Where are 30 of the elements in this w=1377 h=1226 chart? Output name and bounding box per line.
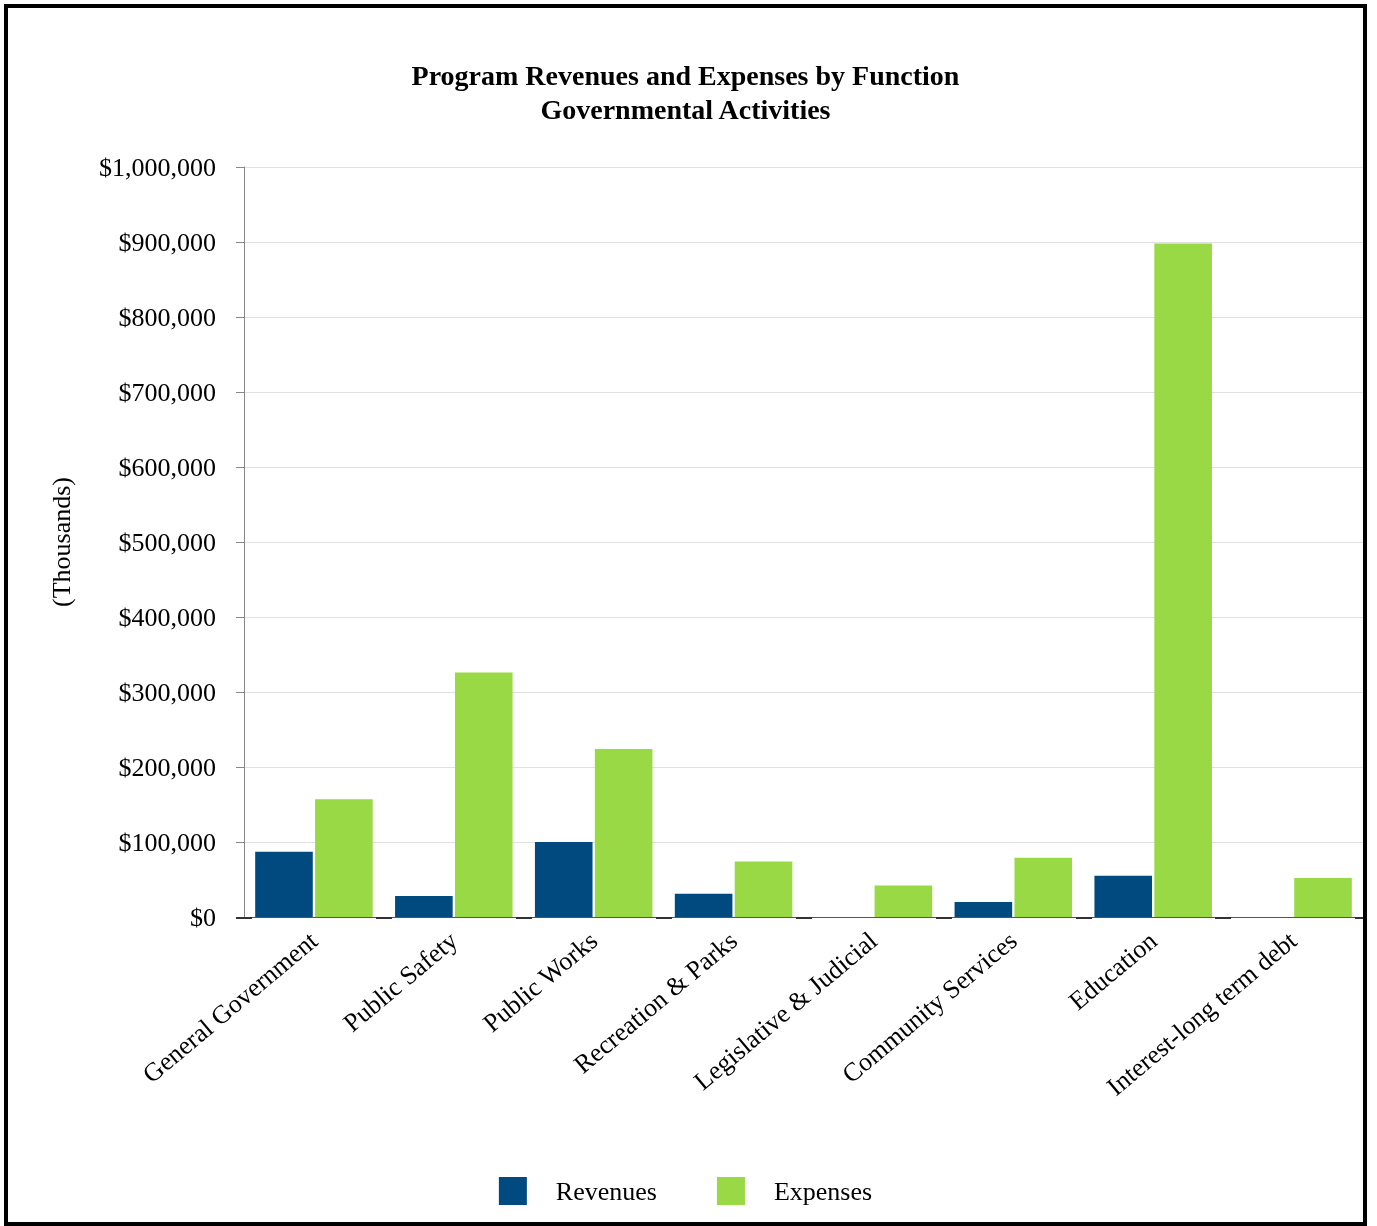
y-tick-label: $200,000	[118, 752, 216, 782]
bar	[874, 885, 933, 917]
bar	[734, 861, 793, 917]
y-tick-label: $500,000	[118, 527, 216, 557]
chart-title: Program Revenues and Expenses by Function	[411, 59, 960, 91]
legend-label: Revenues	[555, 1176, 657, 1206]
bar	[255, 851, 313, 917]
chart-subtitle: Governmental Activities	[540, 93, 831, 125]
y-tick-label: $0	[190, 902, 216, 932]
bar	[1094, 875, 1153, 917]
bar	[1294, 878, 1352, 917]
bar	[594, 749, 653, 917]
y-tick-label: $100,000	[118, 827, 216, 857]
y-tick-label: $300,000	[118, 677, 216, 707]
bar	[674, 893, 733, 917]
legend-label: Expenses	[773, 1176, 873, 1206]
y-tick-label: $800,000	[118, 302, 216, 332]
y-tick-label: $700,000	[118, 377, 216, 407]
bar	[1014, 857, 1073, 917]
bar	[395, 896, 453, 917]
bar	[954, 902, 1013, 917]
y-axis-title: (Thousands)	[46, 477, 76, 607]
bar	[315, 799, 373, 917]
y-tick-label: $1,000,000	[99, 152, 216, 182]
bar	[534, 842, 593, 917]
bar	[1154, 243, 1212, 917]
y-tick-label: $900,000	[118, 227, 216, 257]
y-tick-label: $600,000	[118, 452, 216, 482]
bar	[454, 672, 513, 917]
y-tick-label: $400,000	[118, 602, 216, 632]
